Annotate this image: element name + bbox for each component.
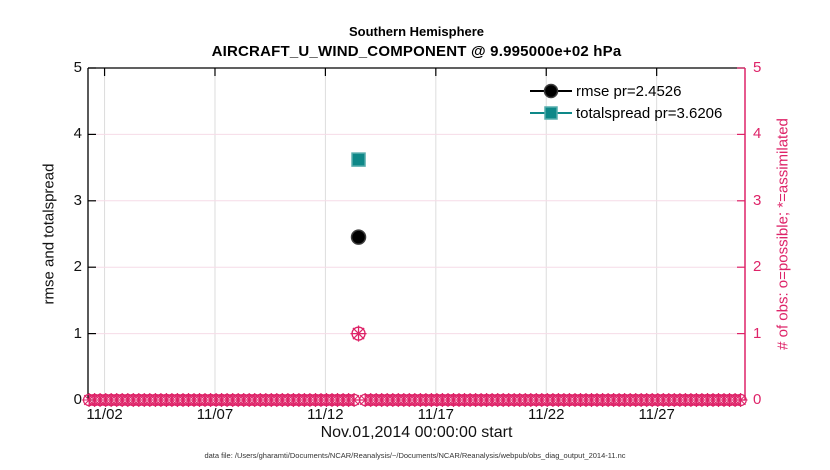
title-line2: AIRCRAFT_U_WIND_COMPONENT @ 9.995000e+02…	[211, 43, 622, 60]
legend-label-rmse: rmse pr=2.4526	[576, 82, 682, 100]
left-y-tick-label: 5	[73, 59, 82, 76]
x-tick-label: 11/22	[528, 406, 565, 423]
totalspread-square-icon	[544, 106, 558, 120]
title-line1: Southern Hemisphere	[348, 24, 485, 39]
rmse-circle-icon	[543, 83, 559, 99]
left-y-tick-label: 4	[73, 125, 82, 143]
chart-title: Southern Hemisphere AIRCRAFT_U_WIND_COMP…	[88, 24, 745, 60]
right-y-tick-label: 3	[753, 191, 762, 209]
right-axis-label: # of obs: o=possible; *=assimilated	[774, 118, 792, 350]
right-y-tick-label: 0	[753, 391, 762, 408]
x-tick-label: 11/02	[86, 406, 123, 423]
legend: rmse pr=2.4526 totalspread pr=3.6206	[528, 80, 722, 124]
right-y-tick-label: 4	[753, 125, 762, 143]
legend-item-rmse: rmse pr=2.4526	[528, 80, 722, 102]
right-y-tick-label: 2	[753, 258, 762, 276]
left-y-tick-label: 2	[73, 258, 82, 276]
right-y-tick-label: 1	[753, 324, 762, 342]
legend-label-totalspread: totalspread pr=3.6206	[576, 104, 723, 122]
x-tick-label: 11/27	[638, 406, 675, 423]
data-file-caption: data file: /Users/gharamti/Documents/NCA…	[204, 451, 626, 460]
x-axis-label: Nov.01,2014 00:00:00 start	[320, 424, 513, 441]
x-tick-label: 11/17	[417, 406, 455, 423]
x-tick-label: 11/12	[307, 406, 344, 423]
left-y-tick-label: 1	[73, 324, 82, 342]
totalspread-marker-swatch	[530, 106, 572, 120]
right-y-tick-label: 5	[753, 59, 762, 76]
x-tick-label: 11/07	[196, 406, 234, 423]
left-axis-label: rmse and totalspread	[40, 163, 58, 305]
left-y-tick-label: 3	[73, 191, 82, 209]
left-y-tick-label: 0	[73, 391, 82, 408]
rmse-marker-swatch	[530, 83, 572, 99]
legend-item-totalspread: totalspread pr=3.6206	[528, 102, 722, 124]
